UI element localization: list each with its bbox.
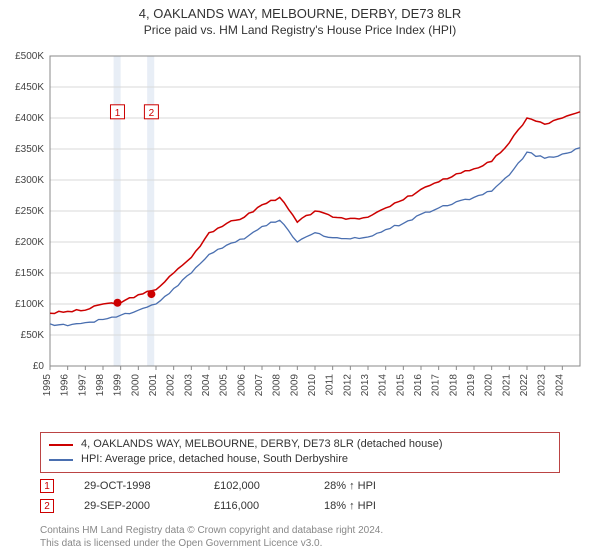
legend-swatch xyxy=(49,459,73,461)
svg-text:£450K: £450K xyxy=(15,82,44,93)
sales-table: 1 29-OCT-1998 £102,000 28% ↑ HPI 2 29-SE… xyxy=(40,476,376,516)
chart-container: £0 £50K £100K £150K £200K £250K £300K £350K £400… xyxy=(0,46,600,426)
svg-text:2020: 2020 xyxy=(484,374,495,397)
svg-text:2023: 2023 xyxy=(537,374,548,397)
svg-text:£400K: £400K xyxy=(15,113,44,124)
sale-marker-icon: 1 xyxy=(40,479,54,493)
svg-text:2002: 2002 xyxy=(166,374,177,397)
svg-text:2024: 2024 xyxy=(554,374,565,397)
svg-text:2022: 2022 xyxy=(519,374,530,397)
sale-delta: 18% ↑ HPI xyxy=(324,500,376,512)
svg-text:2009: 2009 xyxy=(289,374,300,397)
sale-price: £116,000 xyxy=(214,500,294,512)
footer-line: Contains HM Land Registry data © Crown c… xyxy=(40,524,383,537)
svg-text:2007: 2007 xyxy=(254,374,265,397)
svg-text:2008: 2008 xyxy=(272,374,283,397)
svg-text:£150K: £150K xyxy=(15,268,44,279)
svg-text:2017: 2017 xyxy=(431,374,442,397)
svg-text:1997: 1997 xyxy=(77,374,88,397)
sale-date: 29-OCT-1998 xyxy=(84,480,184,492)
svg-text:2016: 2016 xyxy=(413,374,424,397)
legend: 4, OAKLANDS WAY, MELBOURNE, DERBY, DE73 … xyxy=(40,432,560,473)
svg-text:£250K: £250K xyxy=(15,206,44,217)
svg-text:2006: 2006 xyxy=(236,374,247,397)
svg-text:2021: 2021 xyxy=(501,374,512,397)
sale-row: 2 29-SEP-2000 £116,000 18% ↑ HPI xyxy=(40,496,376,516)
svg-text:2011: 2011 xyxy=(325,374,336,396)
svg-text:£300K: £300K xyxy=(15,175,44,186)
svg-text:2019: 2019 xyxy=(466,374,477,397)
svg-text:£200K: £200K xyxy=(15,237,44,248)
footer-attribution: Contains HM Land Registry data © Crown c… xyxy=(40,524,383,550)
svg-text:1999: 1999 xyxy=(113,374,124,397)
legend-label: 4, OAKLANDS WAY, MELBOURNE, DERBY, DE73 … xyxy=(81,437,443,452)
title-subtitle: Price paid vs. HM Land Registry's House … xyxy=(0,23,600,37)
svg-text:£100K: £100K xyxy=(15,299,44,310)
line-chart: £0 £50K £100K £150K £200K £250K £300K £350K £400… xyxy=(0,46,600,426)
svg-text:1995: 1995 xyxy=(42,374,53,397)
svg-text:2014: 2014 xyxy=(378,374,389,397)
svg-text:£50K: £50K xyxy=(21,330,45,341)
svg-text:2010: 2010 xyxy=(307,374,318,397)
svg-text:£350K: £350K xyxy=(15,144,44,155)
sale-marker-icon: 2 xyxy=(40,499,54,513)
legend-item: HPI: Average price, detached house, Sout… xyxy=(49,452,551,467)
footer-line: This data is licensed under the Open Gov… xyxy=(40,537,383,550)
svg-text:2018: 2018 xyxy=(448,374,459,397)
svg-text:2001: 2001 xyxy=(148,374,159,397)
sale-date: 29-SEP-2000 xyxy=(84,500,184,512)
svg-text:2: 2 xyxy=(149,108,155,119)
legend-item: 4, OAKLANDS WAY, MELBOURNE, DERBY, DE73 … xyxy=(49,437,551,452)
svg-text:1996: 1996 xyxy=(60,374,71,397)
svg-text:2003: 2003 xyxy=(183,374,194,397)
title-address: 4, OAKLANDS WAY, MELBOURNE, DERBY, DE73 … xyxy=(0,6,600,21)
chart-title-block: 4, OAKLANDS WAY, MELBOURNE, DERBY, DE73 … xyxy=(0,0,600,37)
legend-label: HPI: Average price, detached house, Sout… xyxy=(81,452,348,467)
svg-text:£500K: £500K xyxy=(15,51,44,62)
svg-text:2004: 2004 xyxy=(201,374,212,397)
legend-swatch xyxy=(49,444,73,446)
svg-text:2015: 2015 xyxy=(395,374,406,397)
svg-text:1: 1 xyxy=(115,108,121,119)
svg-text:2012: 2012 xyxy=(342,374,353,397)
sale-row: 1 29-OCT-1998 £102,000 28% ↑ HPI xyxy=(40,476,376,496)
svg-text:2013: 2013 xyxy=(360,374,371,397)
svg-text:£0: £0 xyxy=(33,361,45,372)
sale-price: £102,000 xyxy=(214,480,294,492)
svg-text:2005: 2005 xyxy=(219,374,230,397)
svg-text:1998: 1998 xyxy=(95,374,106,397)
svg-text:2000: 2000 xyxy=(130,374,141,397)
sale-delta: 28% ↑ HPI xyxy=(324,480,376,492)
